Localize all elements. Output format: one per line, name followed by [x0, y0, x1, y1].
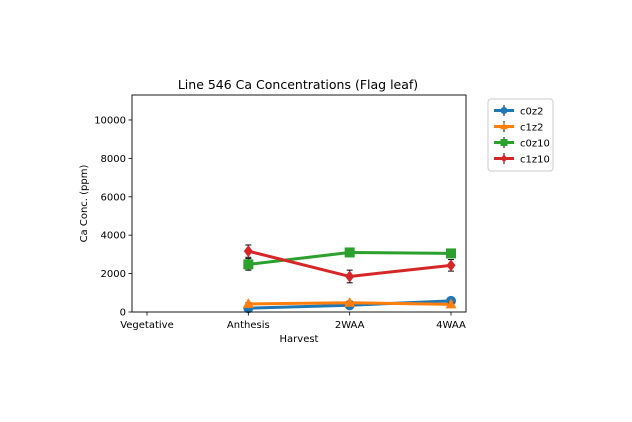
data-point	[344, 247, 355, 258]
y-tick-label: 8000	[101, 154, 126, 165]
legend-marker	[500, 107, 508, 114]
legend-item-c1z2: c1z2	[494, 121, 543, 134]
y-tick-label: 10000	[94, 115, 126, 126]
legend-marker	[500, 122, 508, 130]
series-c1z10	[243, 244, 456, 284]
data-point	[243, 259, 254, 270]
data-point	[344, 297, 356, 307]
legend-label: c0z10	[520, 139, 550, 150]
legend-label: c1z10	[520, 155, 550, 166]
legend-label: c0z2	[520, 107, 543, 118]
data-point	[446, 248, 456, 259]
data-point	[345, 270, 355, 283]
legend-marker	[500, 154, 508, 163]
y-tick-label: 4000	[101, 231, 126, 242]
plot-area	[242, 244, 457, 314]
legend-label: c1z2	[520, 123, 543, 134]
series-c1z2	[242, 297, 457, 309]
x-tick-label: Anthesis	[227, 320, 270, 331]
data-point	[243, 245, 253, 258]
y-tick-label: 0	[120, 308, 126, 319]
y-tick-label: 2000	[101, 269, 126, 280]
axes: Vegetative Anthesis 2WAA 4WAA 0 2000 4000 6000 8…	[94, 115, 466, 331]
data-point	[242, 298, 254, 308]
x-axis-label: Harvest	[280, 334, 319, 345]
y-axis-label: Ca Conc. (ppm)	[79, 164, 90, 242]
legend: c0z2 c1z2 c0z10 c1z10	[487, 98, 554, 172]
x-tick-label: 2WAA	[335, 320, 365, 331]
x-tick-label: 4WAA	[436, 320, 466, 331]
legend-item-c0z2: c0z2	[494, 105, 543, 118]
x-tick-label: Vegetative	[120, 320, 174, 331]
y-tick-label: 6000	[101, 192, 126, 203]
legend-item-c0z10: c0z10	[494, 137, 550, 150]
legend-item-c1z10: c1z10	[494, 153, 550, 166]
data-point	[445, 298, 457, 309]
plot-frame	[131, 94, 467, 313]
data-point	[446, 259, 456, 272]
chart-title: Line 546 Ca Concentrations (Flag leaf)	[178, 77, 418, 92]
legend-marker	[500, 139, 508, 146]
